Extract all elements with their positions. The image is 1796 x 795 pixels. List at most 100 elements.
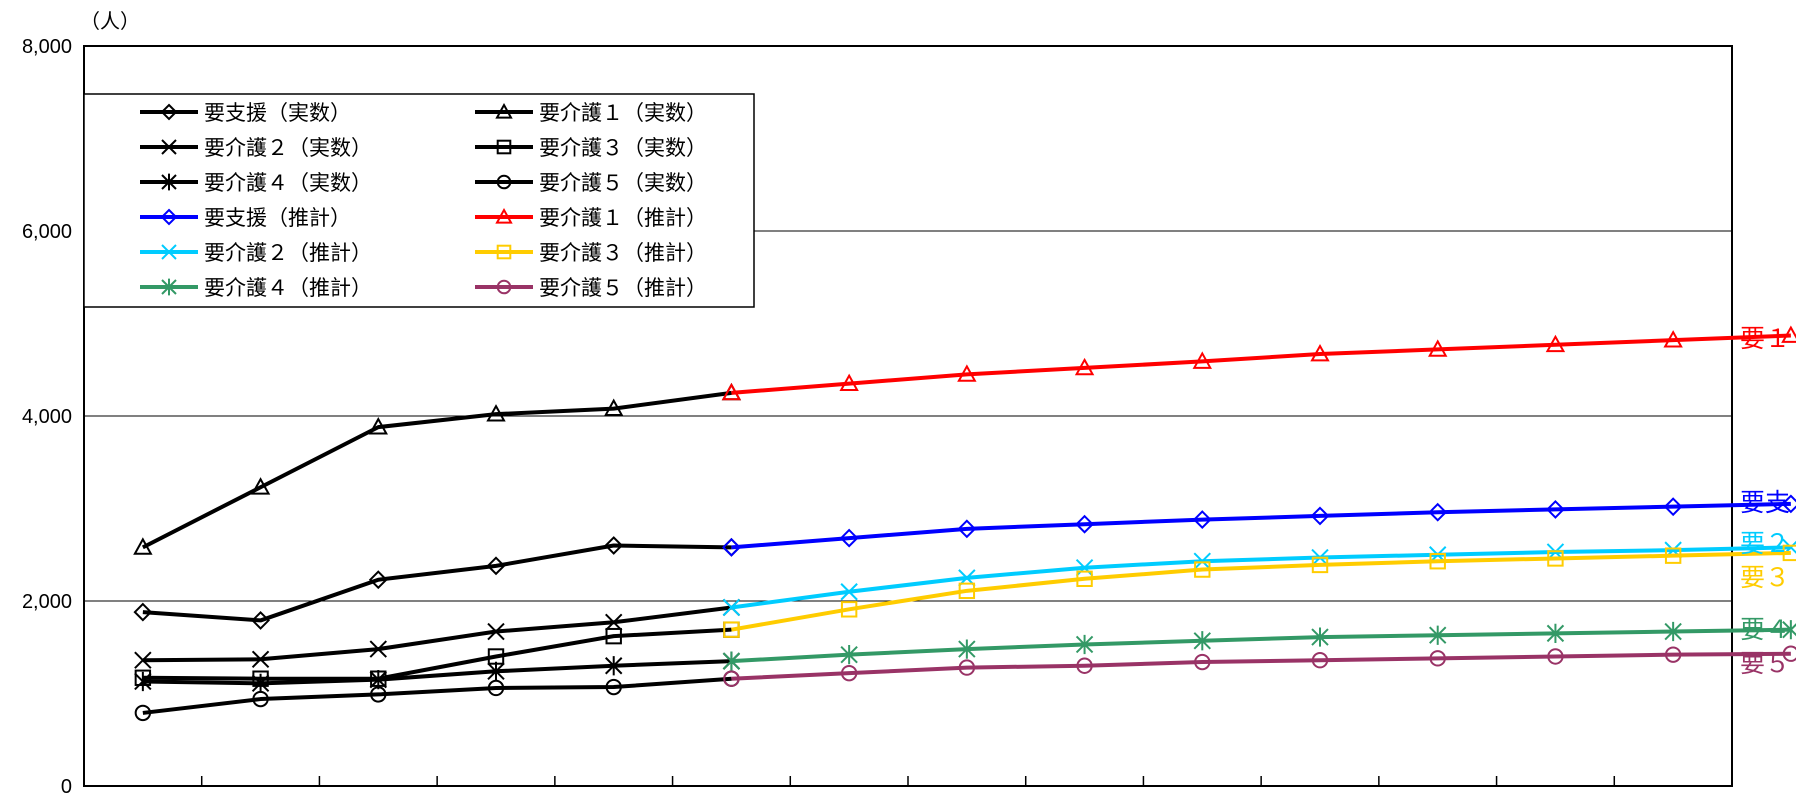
y-axis: 0 2,000 4,000 6,000 8,000	[22, 36, 72, 795]
data-point	[1547, 550, 1564, 567]
series-end-label: 要３	[1740, 563, 1790, 592]
data-point	[1192, 351, 1212, 369]
data-point	[1664, 547, 1682, 564]
legend-item: 要支援（推計）	[140, 206, 351, 230]
series-11	[723, 645, 1796, 687]
data-point	[487, 622, 505, 641]
data-point	[1310, 506, 1330, 526]
series-line	[731, 333, 1791, 395]
y-tick-label: 0	[61, 776, 72, 795]
legend: 要支援（実数） 要介護１（実数） 要介護２（実数） 要介護３（実数） 要介護４（実数） 要…	[83, 93, 755, 308]
data-point	[958, 639, 976, 659]
data-point	[134, 651, 152, 669]
series-line	[731, 627, 1791, 664]
data-point	[487, 679, 505, 697]
data-point	[161, 139, 177, 155]
data-point	[958, 582, 976, 600]
series-end-label: 要２	[1740, 529, 1790, 558]
data-point	[1428, 339, 1448, 357]
series-line	[142, 627, 732, 681]
series-line	[731, 545, 1791, 610]
data-point	[495, 102, 513, 119]
series-line	[142, 543, 732, 623]
data-point	[957, 519, 977, 539]
data-point	[1782, 544, 1796, 562]
legend-item: 要介護３（推計）	[475, 241, 707, 265]
legend-label: 要介護５（推計）	[539, 276, 707, 300]
data-point	[840, 601, 858, 618]
data-point	[486, 556, 506, 576]
series-line	[731, 651, 1791, 681]
data-point	[722, 651, 741, 671]
legend-item: 要介護４（推計）	[140, 276, 372, 300]
data-point	[1545, 334, 1566, 353]
data-point	[1782, 645, 1796, 662]
data-point	[1193, 552, 1211, 570]
legend-label: 要介護４（実数）	[204, 171, 372, 195]
legend-label: 要介護４（推計）	[204, 276, 372, 300]
y-tick-label: 2,000	[22, 591, 72, 613]
legend-label: 要支援（推計）	[204, 206, 351, 230]
data-point	[1075, 634, 1094, 655]
series-0	[133, 536, 741, 630]
data-point	[161, 244, 177, 260]
legend-item: 要支援（実数）	[140, 101, 351, 125]
data-point	[1429, 553, 1446, 570]
legend-item: 要介護５（実数）	[475, 171, 707, 195]
legend-label: 要介護１（実数）	[539, 101, 707, 125]
x-axis	[200, 776, 1616, 786]
data-point	[161, 173, 177, 191]
data-point	[839, 373, 859, 392]
series-1	[133, 382, 742, 555]
data-point	[251, 611, 270, 630]
data-point	[496, 174, 512, 190]
data-point	[368, 417, 388, 435]
data-point	[1311, 627, 1329, 647]
data-point	[605, 613, 623, 631]
data-point	[840, 664, 858, 682]
data-point	[133, 537, 153, 555]
data-point	[958, 659, 976, 676]
data-point	[1075, 558, 1094, 577]
data-point	[1782, 620, 1796, 640]
series-8	[722, 538, 1796, 617]
legend-label: 要介護３（実数）	[539, 136, 707, 160]
y-tick-label: 4,000	[22, 406, 72, 428]
data-point	[840, 645, 858, 665]
data-point	[1192, 510, 1212, 530]
data-point	[496, 139, 512, 155]
data-point	[723, 621, 740, 638]
data-point	[1076, 657, 1093, 674]
legend-label: 要介護５（実数）	[539, 171, 707, 195]
legend-label: 要介護２（実数）	[204, 136, 372, 160]
data-point	[605, 627, 622, 645]
legend-item: 要介護４（実数）	[140, 171, 372, 195]
series-2	[134, 598, 741, 669]
data-point	[1429, 625, 1447, 645]
data-point	[1310, 343, 1330, 362]
data-point	[721, 382, 742, 401]
data-point	[370, 686, 387, 703]
series-end-label: 要１	[1740, 324, 1790, 353]
data-point	[1546, 623, 1565, 643]
data-point	[1194, 653, 1211, 671]
legend-item: 要介護５（推計）	[475, 276, 707, 300]
data-point	[487, 661, 505, 681]
data-point	[1546, 500, 1565, 519]
series-line	[142, 605, 732, 663]
data-point	[605, 656, 623, 676]
legend-label: 要支援（実数）	[204, 101, 351, 125]
data-point	[1076, 570, 1093, 587]
data-point	[369, 670, 387, 690]
data-point	[1664, 621, 1682, 642]
data-point	[134, 704, 152, 722]
data-point	[495, 207, 513, 224]
data-point	[496, 244, 512, 260]
data-point	[1074, 357, 1095, 376]
data-point	[1194, 561, 1211, 578]
series-9	[723, 544, 1796, 638]
data-point	[1428, 502, 1448, 522]
legend-item: 要介護２（実数）	[140, 136, 372, 160]
